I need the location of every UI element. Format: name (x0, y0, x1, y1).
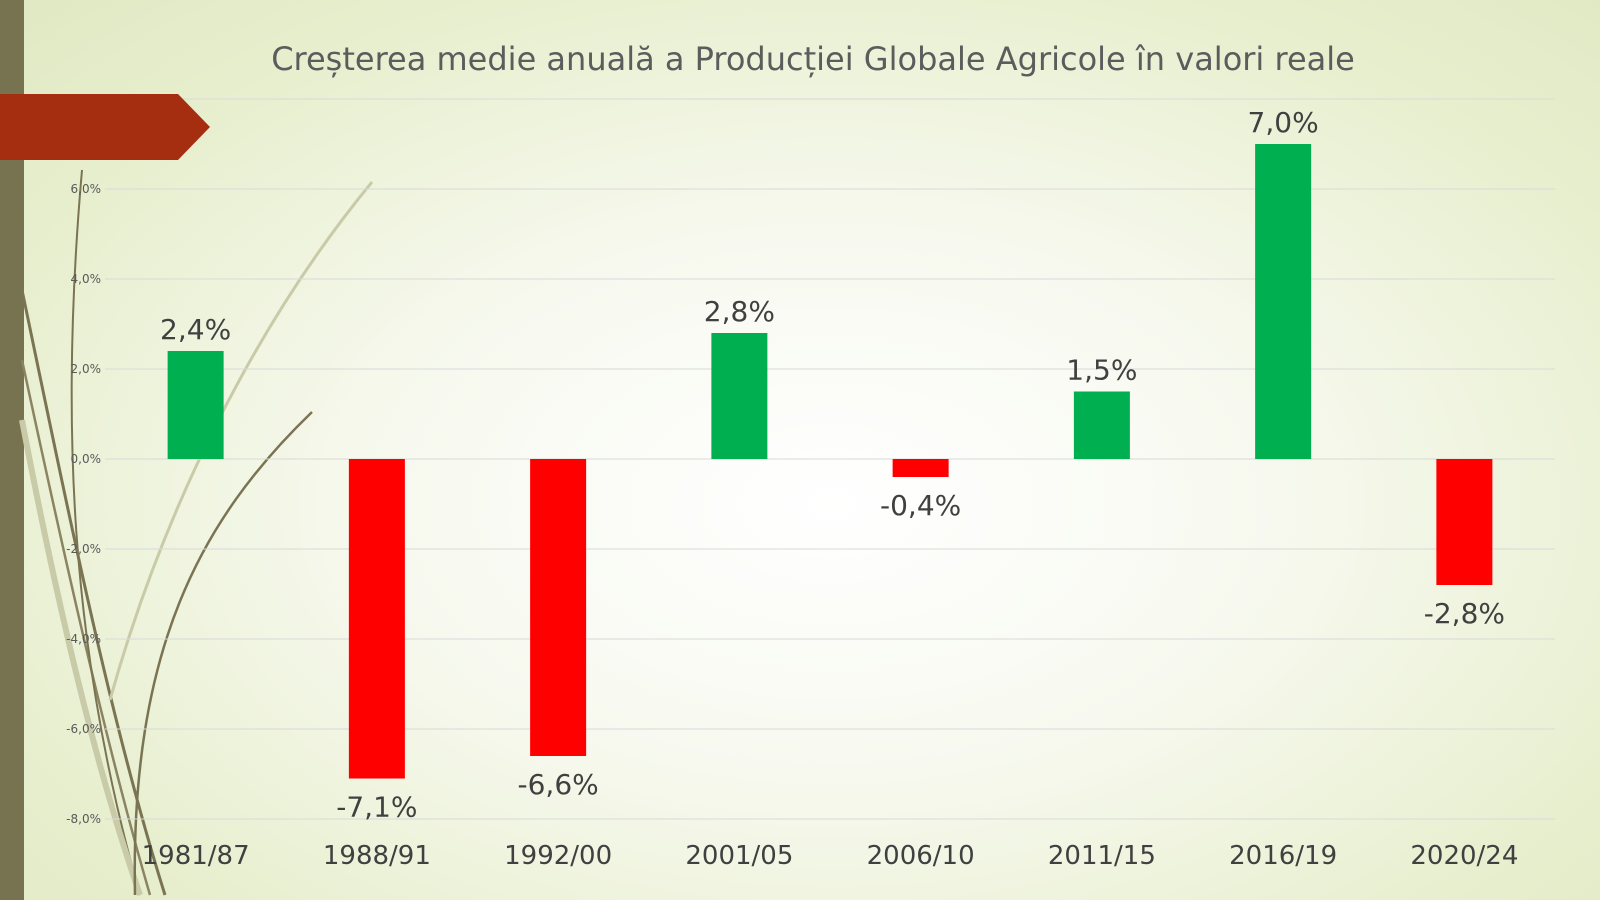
data-label: 2,4% (160, 313, 231, 346)
y-tick-label: -4,0% (66, 632, 101, 646)
y-tick-label: 4,0% (71, 272, 102, 286)
x-tick-label: 2011/15 (1048, 841, 1156, 871)
x-tick-label: 1988/91 (323, 841, 431, 871)
bars (167, 144, 1493, 779)
x-tick-label: 2016/19 (1229, 841, 1337, 871)
x-axis-ticks: 1981/87 1988/91 1992/00 2001/05 2006/10 2011/… (142, 841, 1519, 871)
y-tick-label: -2,0% (66, 542, 101, 556)
grid-lines (105, 98, 1555, 820)
bar-2011-15 (1073, 391, 1130, 459)
y-tick-label: 0,0% (71, 452, 102, 466)
x-tick-label: 2006/10 (867, 841, 975, 871)
y-tick-label: 6,0% (71, 182, 102, 196)
data-label: -0,4% (880, 489, 961, 522)
x-tick-label: 2020/24 (1410, 841, 1518, 871)
bar-1981-87 (167, 351, 224, 459)
bar-2006-10 (892, 459, 949, 477)
data-label: -6,6% (518, 768, 599, 801)
y-tick-label: -8,0% (66, 812, 101, 826)
data-label: 7,0% (1248, 106, 1319, 139)
y-tick-label: 2,0% (71, 362, 102, 376)
data-label: -7,1% (336, 791, 417, 824)
x-tick-label: 1992/00 (504, 841, 612, 871)
x-tick-label: 2001/05 (685, 841, 793, 871)
data-label: 1,5% (1066, 354, 1137, 387)
bar-2016-19 (1255, 144, 1312, 459)
data-labels: 2,4% -7,1% -6,6% 2,8% -0,4% 1,5% 7,0% -2,8% (160, 106, 1505, 824)
y-axis-ticks: 8,0%6,0%4,0%2,0%0,0%-2,0%-4,0%-6,0%-8,0% (66, 92, 101, 826)
x-tick-label: 1981/87 (142, 841, 250, 871)
bar-1988-91 (348, 459, 405, 779)
data-label: -2,8% (1424, 597, 1505, 630)
bar-2020-24 (1436, 459, 1493, 585)
title-ribbon (0, 94, 210, 160)
y-tick-label: -6,0% (66, 722, 101, 736)
bar-2001-05 (711, 333, 768, 459)
bar-1992-00 (530, 459, 587, 756)
chart-title: Creșterea medie anuală a Producției Glob… (271, 40, 1355, 78)
data-label: 2,8% (704, 295, 775, 328)
